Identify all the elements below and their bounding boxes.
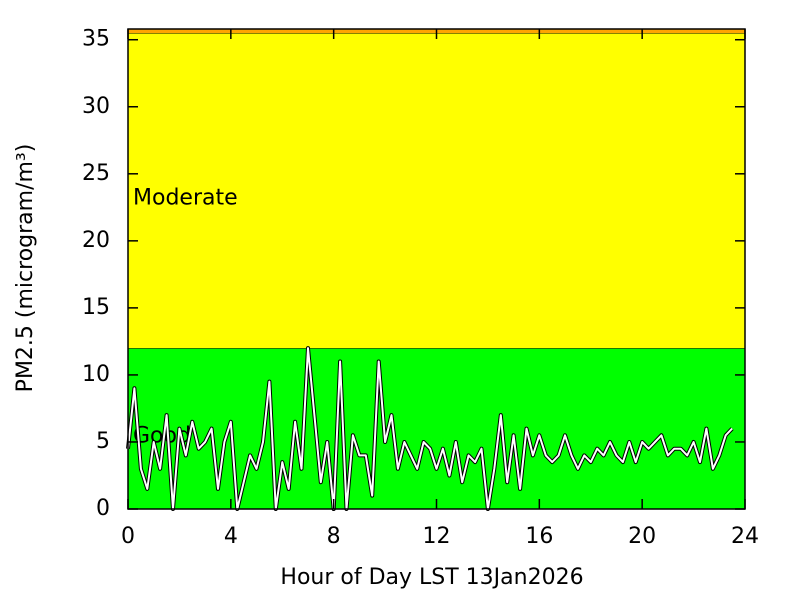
y-tick-label: 35 bbox=[82, 27, 110, 52]
x-tick-label: 24 bbox=[731, 524, 759, 549]
y-tick-label: 0 bbox=[96, 496, 110, 521]
y-tick-label: 15 bbox=[82, 295, 110, 320]
x-tick-label: 12 bbox=[423, 524, 451, 549]
x-tick-label: 20 bbox=[628, 524, 656, 549]
y-tick-label: 20 bbox=[82, 228, 110, 253]
x-tick-label: 16 bbox=[525, 524, 553, 549]
x-tick-label: 0 bbox=[121, 524, 135, 549]
x-tick-label: 4 bbox=[224, 524, 238, 549]
series-line bbox=[127, 347, 733, 510]
band-label: Moderate bbox=[133, 186, 238, 211]
y-tick-label: 10 bbox=[82, 362, 110, 387]
y-tick-label: 25 bbox=[82, 161, 110, 186]
y-tick-label: 30 bbox=[82, 94, 110, 119]
y-axis-label: PM2.5 (microgram/m³) bbox=[13, 144, 38, 393]
x-axis-label: Hour of Day LST 13Jan2026 bbox=[280, 565, 583, 590]
y-tick-label: 5 bbox=[96, 429, 110, 454]
x-tick-label: 8 bbox=[327, 524, 341, 549]
aqi-band bbox=[128, 33, 745, 349]
